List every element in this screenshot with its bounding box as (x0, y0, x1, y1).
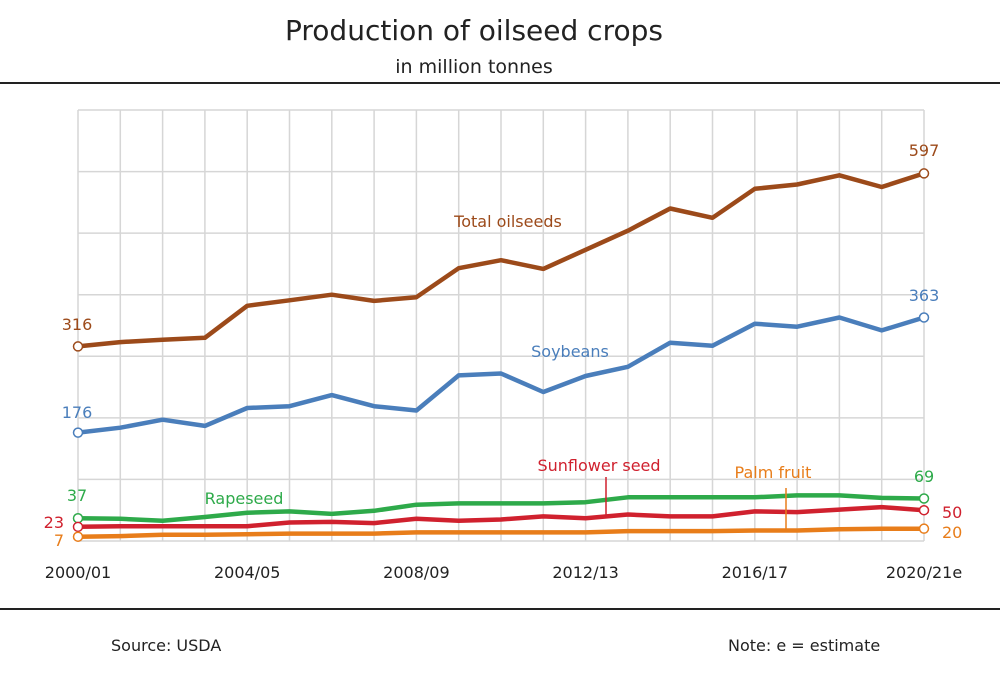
endpoint-marker-palm-fruit (72, 531, 84, 542)
start-value-label: 316 (62, 315, 93, 334)
end-value-label: 69 (914, 467, 934, 486)
x-tick-label: 2004/05 (214, 563, 280, 582)
chart-series (72, 168, 930, 542)
x-tick-label: 2008/09 (383, 563, 449, 582)
endpoint-marker-sunflower-seed (918, 504, 930, 516)
series-line-rapeseed (75, 493, 927, 523)
series-name-label: Total oilseeds (453, 212, 562, 231)
estimate-note: Note: e = estimate (728, 636, 881, 655)
x-tick-label: 2012/13 (552, 563, 618, 582)
end-value-label: 597 (909, 141, 940, 160)
series-line-soybeans (75, 315, 927, 435)
x-tick-label: 2000/01 (45, 563, 111, 582)
endpoint-marker-total-oilseeds (72, 341, 84, 352)
endpoint-marker-sunflower-seed (72, 521, 84, 533)
series-name-label: Rapeseed (205, 489, 284, 508)
end-value-label: 363 (909, 286, 940, 305)
end-value-label: 20 (942, 523, 962, 542)
start-value-label: 37 (67, 486, 87, 505)
chart-labels: 316 597 176 363 37 69 23 50 7 20 Total oilseeds Soy… (44, 141, 963, 550)
endpoint-marker-total-oilseeds (918, 168, 930, 179)
start-value-label: 176 (62, 403, 93, 422)
x-tick-label: 2016/17 (722, 563, 788, 582)
series-line-palm-fruit (75, 526, 927, 539)
endpoint-marker-soybeans (918, 312, 930, 323)
end-value-label: 50 (942, 503, 962, 522)
series-name-label: Palm fruit (735, 463, 812, 482)
endpoint-marker-soybeans (72, 427, 84, 438)
chart-subtitle: in million tonnes (395, 56, 553, 78)
chart-title: Production of oilseed crops (285, 14, 663, 47)
bottom-rule (0, 608, 1000, 610)
source-note: Source: USDA (111, 636, 222, 655)
series-line-sunflower-seed (75, 504, 927, 530)
series-line-total-oilseeds (75, 171, 927, 349)
endpoint-marker-rapeseed (72, 512, 84, 524)
x-axis-ticks: 2000/01 2004/05 2008/09 2012/13 2016/17 2020/… (45, 563, 962, 582)
series-name-label: Sunflower seed (537, 456, 660, 475)
series-name-label: Soybeans (531, 342, 609, 361)
x-tick-label: 2020/21e (886, 563, 962, 582)
endpoint-marker-rapeseed (918, 493, 930, 504)
chart-grid (77, 109, 925, 542)
start-value-label: 23 (44, 513, 64, 532)
endpoint-marker-palm-fruit (918, 523, 930, 534)
start-value-label: 7 (54, 531, 64, 550)
top-rule (0, 82, 1000, 84)
